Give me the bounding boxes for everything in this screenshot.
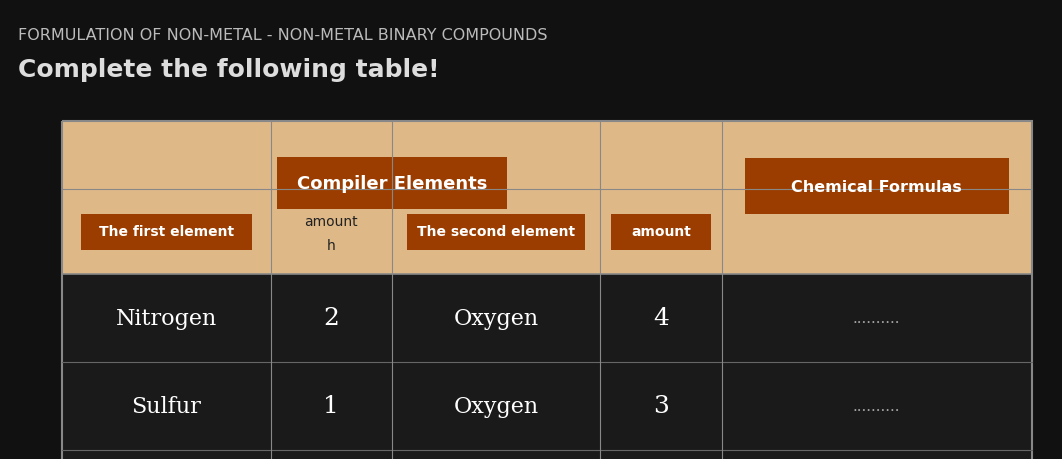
Text: Sulfur: Sulfur [132,395,201,417]
Text: FORMULATION OF NON-METAL - NON-METAL BINARY COMPOUNDS: FORMULATION OF NON-METAL - NON-METAL BIN… [18,28,548,43]
Bar [62,450,1032,459]
Bar [277,157,507,209]
Text: amount: amount [631,225,691,239]
Text: Compiler Elements: Compiler Elements [296,174,487,192]
Text: ..........: .......... [853,311,901,325]
Bar [62,190,1032,274]
Text: Complete the following table!: Complete the following table! [18,58,440,82]
Text: Oxygen: Oxygen [453,395,538,417]
Text: ..........: .......... [853,399,901,413]
Text: 2: 2 [323,307,339,330]
Bar [81,214,252,250]
Bar [612,214,710,250]
Text: Chemical Formulas: Chemical Formulas [791,179,962,194]
Text: 1: 1 [323,395,339,418]
Text: amount: amount [305,215,358,229]
Text: 4: 4 [653,307,669,330]
Bar [62,362,1032,450]
Text: Nitrogen: Nitrogen [116,308,217,329]
Text: The first element: The first element [99,225,234,239]
Text: The second element: The second element [417,225,576,239]
Bar [744,159,1009,215]
Bar [408,214,585,250]
Bar [62,122,1032,190]
Text: h: h [327,239,336,253]
Text: 3: 3 [653,395,669,418]
Text: Oxygen: Oxygen [453,308,538,329]
Bar [62,274,1032,362]
